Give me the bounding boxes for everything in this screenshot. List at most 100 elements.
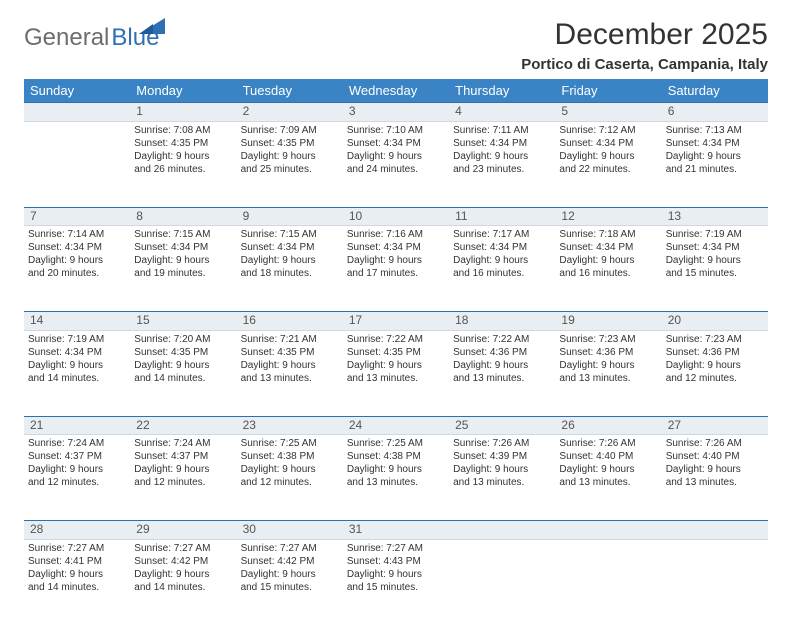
- sunset-text: Sunset: 4:42 PM: [134, 555, 232, 568]
- daylight-text-1: Daylight: 9 hours: [559, 254, 657, 267]
- sunset-text: Sunset: 4:34 PM: [559, 241, 657, 254]
- day-number: 15: [130, 312, 236, 331]
- day-number: 10: [343, 207, 449, 226]
- sunset-text: Sunset: 4:41 PM: [28, 555, 126, 568]
- sunset-text: Sunset: 4:34 PM: [453, 137, 551, 150]
- sunset-text: Sunset: 4:43 PM: [347, 555, 445, 568]
- day-cell: Sunrise: 7:21 AMSunset: 4:35 PMDaylight:…: [237, 330, 343, 416]
- day-number: 22: [130, 416, 236, 435]
- sunrise-text: Sunrise: 7:26 AM: [666, 437, 764, 450]
- daylight-text-1: Daylight: 9 hours: [559, 463, 657, 476]
- day-number: 3: [343, 103, 449, 122]
- sunrise-text: Sunrise: 7:27 AM: [28, 542, 126, 555]
- daylight-text-2: and 13 minutes.: [453, 372, 551, 385]
- daylight-text-2: and 20 minutes.: [28, 267, 126, 280]
- daylight-text-1: Daylight: 9 hours: [453, 150, 551, 163]
- calendar-body: 123456Sunrise: 7:08 AMSunset: 4:35 PMDay…: [24, 103, 768, 625]
- sunset-text: Sunset: 4:35 PM: [347, 346, 445, 359]
- week-content-row: Sunrise: 7:08 AMSunset: 4:35 PMDaylight:…: [24, 121, 768, 207]
- daylight-text-2: and 17 minutes.: [347, 267, 445, 280]
- sunrise-text: Sunrise: 7:27 AM: [347, 542, 445, 555]
- weekday-header: Monday: [130, 79, 236, 103]
- sunset-text: Sunset: 4:42 PM: [241, 555, 339, 568]
- day-cell: Sunrise: 7:22 AMSunset: 4:36 PMDaylight:…: [449, 330, 555, 416]
- day-cell: Sunrise: 7:27 AMSunset: 4:42 PMDaylight:…: [130, 539, 236, 625]
- day-cell: Sunrise: 7:12 AMSunset: 4:34 PMDaylight:…: [555, 121, 661, 207]
- sunrise-text: Sunrise: 7:13 AM: [666, 124, 764, 137]
- sunset-text: Sunset: 4:37 PM: [134, 450, 232, 463]
- day-cell: Sunrise: 7:22 AMSunset: 4:35 PMDaylight:…: [343, 330, 449, 416]
- daylight-text-2: and 14 minutes.: [134, 372, 232, 385]
- day-number: 24: [343, 416, 449, 435]
- sunset-text: Sunset: 4:34 PM: [666, 241, 764, 254]
- sunset-text: Sunset: 4:34 PM: [559, 137, 657, 150]
- daylight-text-2: and 15 minutes.: [666, 267, 764, 280]
- day-number: [449, 521, 555, 540]
- sunrise-text: Sunrise: 7:20 AM: [134, 333, 232, 346]
- sunrise-text: Sunrise: 7:21 AM: [241, 333, 339, 346]
- sunset-text: Sunset: 4:34 PM: [28, 241, 126, 254]
- sunrise-text: Sunrise: 7:24 AM: [28, 437, 126, 450]
- daylight-text-1: Daylight: 9 hours: [347, 463, 445, 476]
- day-number: 1: [130, 103, 236, 122]
- daylight-text-1: Daylight: 9 hours: [666, 254, 764, 267]
- day-cell: Sunrise: 7:27 AMSunset: 4:42 PMDaylight:…: [237, 539, 343, 625]
- daylight-text-2: and 13 minutes.: [559, 476, 657, 489]
- daylight-text-2: and 16 minutes.: [453, 267, 551, 280]
- daylight-text-1: Daylight: 9 hours: [241, 254, 339, 267]
- day-cell: Sunrise: 7:26 AMSunset: 4:40 PMDaylight:…: [555, 435, 661, 521]
- day-cell: Sunrise: 7:10 AMSunset: 4:34 PMDaylight:…: [343, 121, 449, 207]
- header: General Blue December 2025 Portico di Ca…: [24, 18, 768, 77]
- daylight-text-2: and 21 minutes.: [666, 163, 764, 176]
- title-block: December 2025 Portico di Caserta, Campan…: [521, 18, 768, 77]
- day-cell: Sunrise: 7:14 AMSunset: 4:34 PMDaylight:…: [24, 226, 130, 312]
- daylight-text-2: and 13 minutes.: [347, 476, 445, 489]
- day-cell: Sunrise: 7:15 AMSunset: 4:34 PMDaylight:…: [130, 226, 236, 312]
- daylight-text-1: Daylight: 9 hours: [134, 254, 232, 267]
- day-number: 26: [555, 416, 661, 435]
- sunset-text: Sunset: 4:36 PM: [666, 346, 764, 359]
- sunset-text: Sunset: 4:38 PM: [347, 450, 445, 463]
- day-number-row: 123456: [24, 103, 768, 122]
- day-cell: [555, 539, 661, 625]
- week-content-row: Sunrise: 7:14 AMSunset: 4:34 PMDaylight:…: [24, 226, 768, 312]
- day-number: 31: [343, 521, 449, 540]
- logo: General Blue: [24, 18, 159, 52]
- day-number: [24, 103, 130, 122]
- sunrise-text: Sunrise: 7:24 AM: [134, 437, 232, 450]
- daylight-text-2: and 16 minutes.: [559, 267, 657, 280]
- daylight-text-2: and 13 minutes.: [666, 476, 764, 489]
- day-cell: [24, 121, 130, 207]
- day-cell: Sunrise: 7:27 AMSunset: 4:43 PMDaylight:…: [343, 539, 449, 625]
- day-number: 23: [237, 416, 343, 435]
- sunset-text: Sunset: 4:34 PM: [134, 241, 232, 254]
- sunset-text: Sunset: 4:35 PM: [241, 346, 339, 359]
- day-number: 2: [237, 103, 343, 122]
- daylight-text-2: and 18 minutes.: [241, 267, 339, 280]
- daylight-text-1: Daylight: 9 hours: [28, 463, 126, 476]
- day-cell: Sunrise: 7:18 AMSunset: 4:34 PMDaylight:…: [555, 226, 661, 312]
- day-cell: Sunrise: 7:25 AMSunset: 4:38 PMDaylight:…: [343, 435, 449, 521]
- sunrise-text: Sunrise: 7:09 AM: [241, 124, 339, 137]
- day-cell: Sunrise: 7:23 AMSunset: 4:36 PMDaylight:…: [555, 330, 661, 416]
- day-cell: Sunrise: 7:25 AMSunset: 4:38 PMDaylight:…: [237, 435, 343, 521]
- logo-text-general: General: [24, 24, 109, 52]
- sunrise-text: Sunrise: 7:18 AM: [559, 228, 657, 241]
- day-number: 16: [237, 312, 343, 331]
- sunset-text: Sunset: 4:35 PM: [241, 137, 339, 150]
- day-number: 20: [662, 312, 768, 331]
- daylight-text-2: and 26 minutes.: [134, 163, 232, 176]
- daylight-text-1: Daylight: 9 hours: [559, 359, 657, 372]
- sunrise-text: Sunrise: 7:17 AM: [453, 228, 551, 241]
- day-number: 17: [343, 312, 449, 331]
- daylight-text-2: and 24 minutes.: [347, 163, 445, 176]
- daylight-text-1: Daylight: 9 hours: [134, 568, 232, 581]
- day-number: 19: [555, 312, 661, 331]
- sunset-text: Sunset: 4:34 PM: [347, 137, 445, 150]
- sunrise-text: Sunrise: 7:11 AM: [453, 124, 551, 137]
- day-number: 5: [555, 103, 661, 122]
- sunrise-text: Sunrise: 7:14 AM: [28, 228, 126, 241]
- day-cell: Sunrise: 7:11 AMSunset: 4:34 PMDaylight:…: [449, 121, 555, 207]
- weekday-header: Sunday: [24, 79, 130, 103]
- daylight-text-1: Daylight: 9 hours: [453, 254, 551, 267]
